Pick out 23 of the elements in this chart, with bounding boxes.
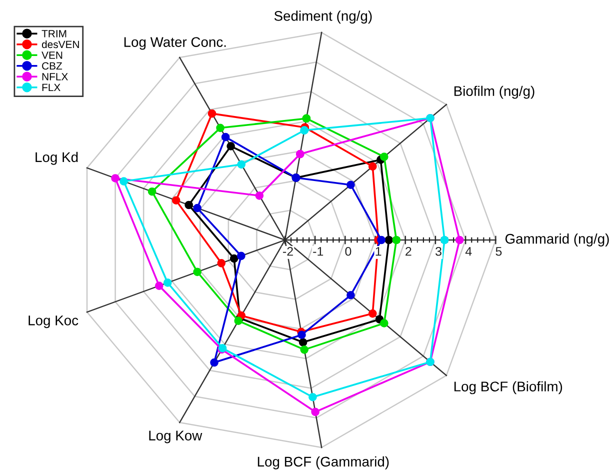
y-tick-label: 2: [406, 246, 412, 256]
legend-label: TRIM: [42, 30, 66, 38]
y-tick-label: -1: [313, 247, 324, 256]
legend-label: CBZ: [42, 62, 62, 70]
y-tick-label: 4: [465, 247, 472, 256]
y-tick-label: 5: [496, 247, 502, 256]
spoke-label: Log Koc: [28, 316, 78, 328]
legend-label: NFLX: [42, 73, 68, 80]
spoke-label: Sediment (ng/g): [274, 10, 372, 24]
y-tick-label: -2: [283, 246, 293, 256]
spoke-label: Log Kow: [149, 430, 202, 444]
spoke-label: Log BCF (Biofilm): [454, 381, 562, 394]
y-tick-label: 1: [376, 247, 382, 256]
legend-label: desVEN: [42, 40, 79, 48]
y-tick-label: 0: [345, 246, 352, 256]
legend-label: VEN: [42, 52, 62, 59]
spoke-label: Biofilm (ng/g): [454, 86, 534, 99]
spoke-label: Log Kd: [36, 152, 78, 165]
spoke-label: Log Water Conc.: [124, 37, 226, 50]
legend-label: FLX: [42, 84, 60, 92]
spoke-label: Gammarid (ng/g): [505, 234, 609, 246]
y-tick-label: 3: [436, 246, 442, 256]
spoke-label: Log BCF (Gammarid): [258, 456, 389, 470]
